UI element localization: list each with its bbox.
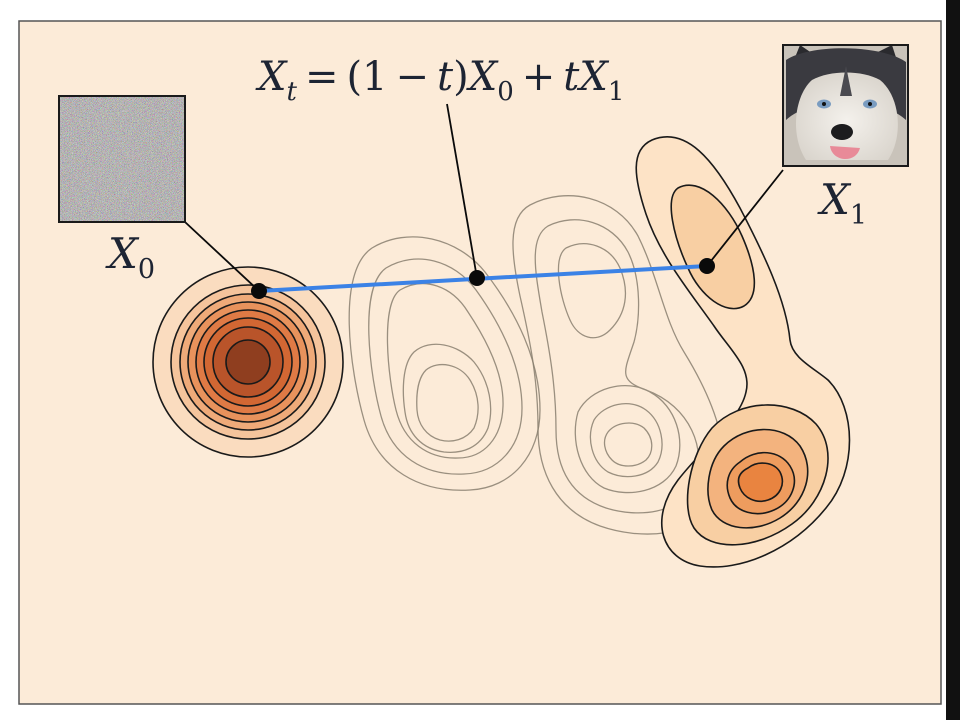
source-contour-ring xyxy=(225,339,271,385)
dog-pupil-left xyxy=(822,102,826,106)
target-upper-mode-contour xyxy=(670,184,756,310)
eq-plus: + xyxy=(522,54,556,100)
x1-label: X1 xyxy=(817,175,867,231)
x0-label-sub: 0 xyxy=(138,254,155,285)
contour-ring xyxy=(589,403,663,478)
dog-tongue-icon xyxy=(830,146,860,160)
source-distribution xyxy=(152,266,344,458)
svg-text:Xt=(1−t)X0+tX1: Xt = (1− t)X0 + tX1 xyxy=(255,54,624,107)
eq-close: ) xyxy=(453,54,469,100)
x1-leader-line xyxy=(706,169,784,267)
husky-dog-photo xyxy=(782,44,909,167)
eq-open: (1 xyxy=(346,54,387,100)
interpolation-equation: Xt = (1− t)X0 + tX1 xyxy=(255,54,624,107)
xt-leader-line xyxy=(446,103,478,279)
photo-frame xyxy=(782,44,909,167)
contour-ring xyxy=(386,283,504,459)
intermediate-distribution-1 xyxy=(348,236,541,491)
xt-point xyxy=(469,270,485,286)
target-distribution xyxy=(635,136,851,568)
x0-leader-line xyxy=(184,221,260,292)
callout-lines xyxy=(184,103,784,292)
eq-t2: t xyxy=(563,54,580,100)
dog-pupil-right xyxy=(868,102,872,106)
x1-point xyxy=(699,258,715,274)
noise-image xyxy=(58,95,186,223)
eq-x0-var: X xyxy=(466,54,499,100)
eq-x1-var: X xyxy=(576,54,609,100)
x1-label-sub: 1 xyxy=(850,200,867,231)
contour-ring xyxy=(348,236,541,491)
eq-lhs-var: X xyxy=(255,54,288,100)
x1-label-var: X xyxy=(817,175,852,224)
eq-equals: = xyxy=(305,54,339,100)
target-lower-contour-4 xyxy=(737,462,784,503)
dog-face-icon xyxy=(795,72,898,160)
contour-ring xyxy=(402,343,492,454)
eq-x0-sub: 0 xyxy=(497,77,514,107)
x0-label: X0 xyxy=(105,229,155,285)
noise-image-frame xyxy=(58,95,186,223)
eq-lhs-sub: t xyxy=(286,77,297,107)
x0-point xyxy=(251,283,267,299)
noise-image-texture xyxy=(59,96,185,222)
dog-nose-icon xyxy=(831,124,853,140)
contour-ring xyxy=(603,422,653,467)
right-edge-strip xyxy=(946,0,960,720)
contour-ring xyxy=(557,243,627,339)
x0-label-var: X xyxy=(105,229,140,278)
contour-ring xyxy=(368,258,523,475)
contour-ring xyxy=(416,363,479,442)
eq-x1-sub: 1 xyxy=(608,77,625,107)
contour-ring xyxy=(574,384,681,494)
eq-t: t xyxy=(437,54,454,100)
eq-minus: − xyxy=(396,54,430,100)
dog-forehead-stripe xyxy=(840,66,852,96)
